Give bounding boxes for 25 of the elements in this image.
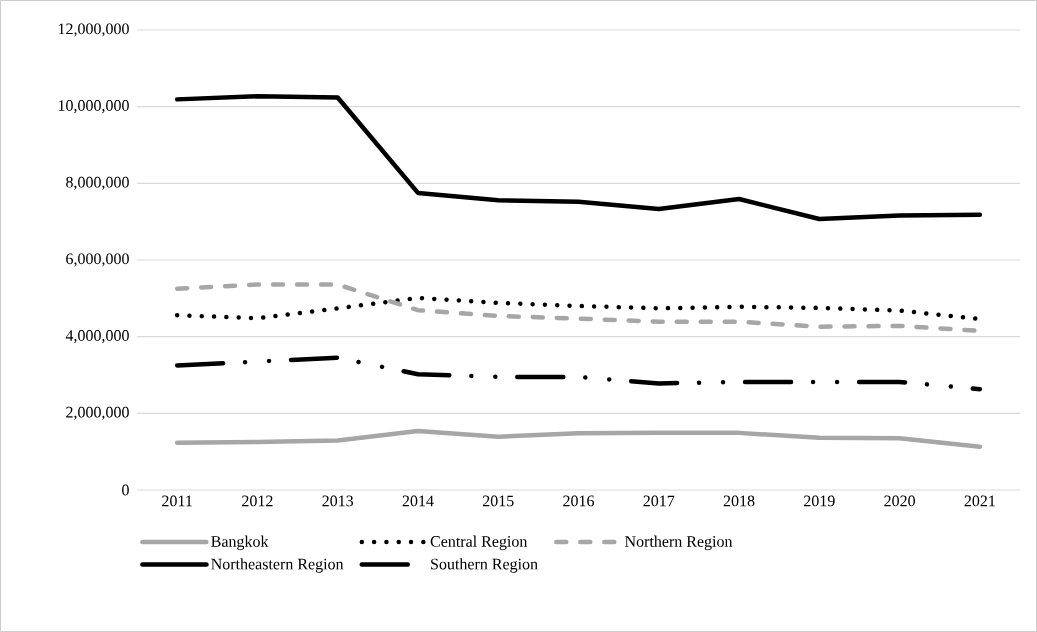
- legend-label: Bangkok: [211, 535, 269, 551]
- x-tick-label: 2019: [804, 495, 835, 507]
- y-tick-label: 4,000,000: [65, 330, 129, 344]
- y-tick-label: 10,000,000: [58, 100, 129, 114]
- x-tick-label: 2018: [723, 495, 755, 507]
- x-tick-label: 2021: [964, 495, 995, 507]
- x-tick-label: 2014: [402, 495, 434, 507]
- legend-label: Northeastern Region: [211, 558, 344, 573]
- y-tick-label: 0: [122, 484, 129, 496]
- legend-label: Northern Region: [624, 535, 733, 551]
- y-tick-label: 8,000,000: [66, 176, 129, 190]
- y-tick-label: 6,000,000: [66, 253, 129, 267]
- x-tick-label: 2020: [884, 495, 915, 507]
- legend-label: Central Region: [430, 535, 528, 551]
- x-tick-label: 2011: [162, 495, 192, 507]
- y-tick-label: 2,000,000: [66, 406, 129, 420]
- x-tick-label: 2017: [643, 495, 675, 507]
- x-tick-label: 2013: [322, 495, 354, 507]
- x-tick-label: 2012: [242, 495, 273, 507]
- x-tick-label: 2015: [482, 495, 514, 507]
- line-series: [174, 94, 983, 222]
- line-series: [174, 428, 983, 449]
- legend-label: Southern Region: [431, 558, 538, 573]
- x-tick-label: 2016: [563, 495, 595, 507]
- y-tick-label: 12,000,000: [58, 23, 129, 37]
